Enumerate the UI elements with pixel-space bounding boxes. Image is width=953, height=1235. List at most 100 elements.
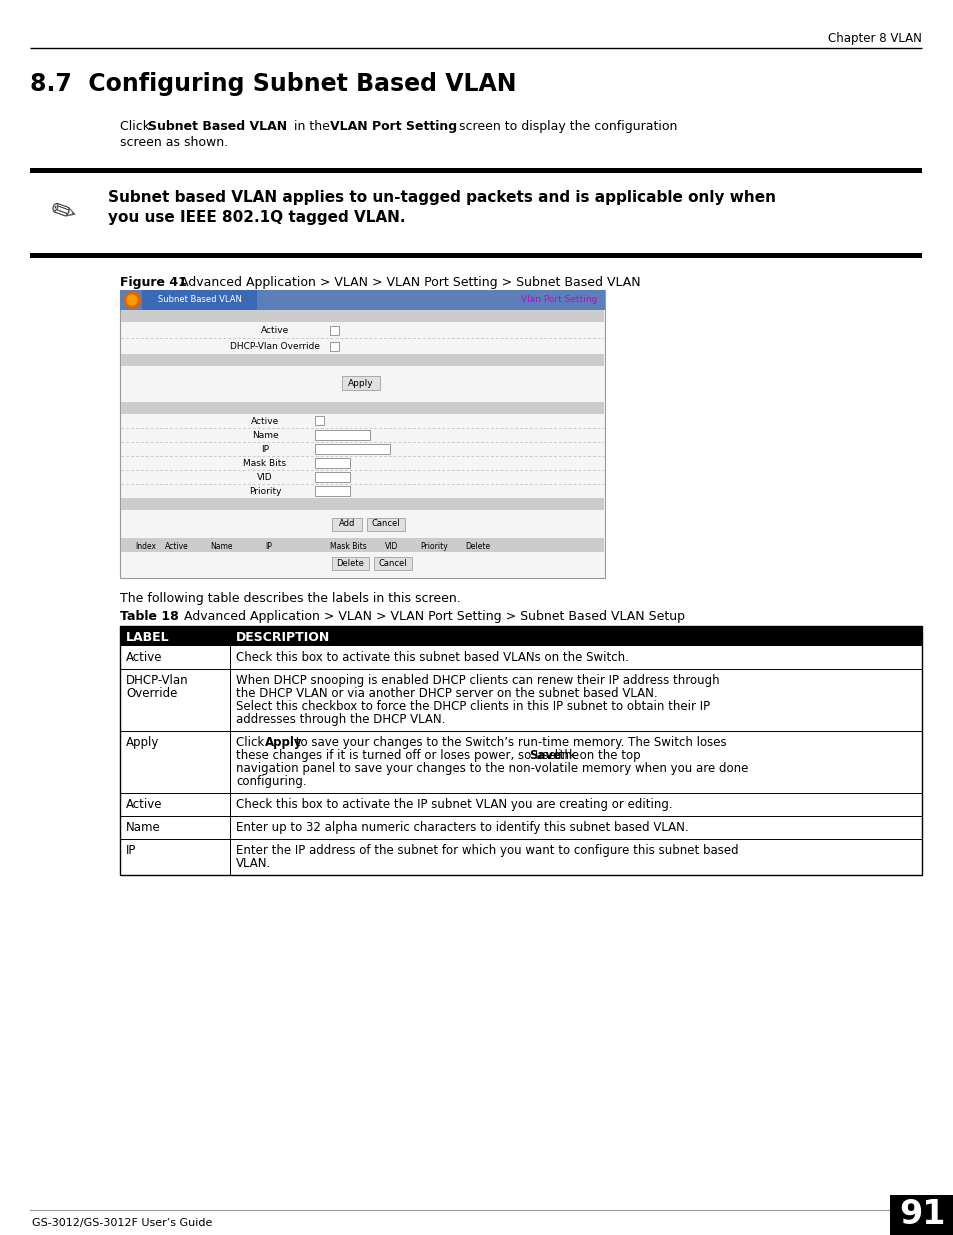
Bar xyxy=(120,839,921,876)
Bar xyxy=(120,646,921,669)
Text: these changes if it is turned off or loses power, so use the: these changes if it is turned off or los… xyxy=(235,748,582,762)
Bar xyxy=(332,517,361,531)
Text: Apply: Apply xyxy=(265,736,302,748)
Text: Delete: Delete xyxy=(464,542,490,551)
Text: Active: Active xyxy=(165,542,189,551)
Text: Mask Bits: Mask Bits xyxy=(330,542,366,551)
Bar xyxy=(121,354,603,366)
Bar xyxy=(121,538,603,552)
Bar xyxy=(120,290,604,310)
Text: 8.7  Configuring Subnet Based VLAN: 8.7 Configuring Subnet Based VLAN xyxy=(30,72,516,96)
Bar xyxy=(120,669,921,731)
Text: Check this box to activate this subnet based VLANs on the Switch.: Check this box to activate this subnet b… xyxy=(235,651,628,664)
Text: Enter up to 32 alpha numeric characters to identify this subnet based VLAN.: Enter up to 32 alpha numeric characters … xyxy=(235,821,688,834)
Text: Cancel: Cancel xyxy=(378,558,407,568)
Bar xyxy=(367,517,405,531)
Bar xyxy=(120,626,921,876)
Text: Apply: Apply xyxy=(348,378,374,388)
Bar xyxy=(341,375,379,390)
Bar xyxy=(120,626,921,646)
Bar xyxy=(121,403,603,414)
Text: navigation panel to save your changes to the non-volatile memory when you are do: navigation panel to save your changes to… xyxy=(235,762,747,776)
Text: configuring.: configuring. xyxy=(235,776,306,788)
Text: in the: in the xyxy=(290,120,334,133)
Text: addresses through the DHCP VLAN.: addresses through the DHCP VLAN. xyxy=(235,713,445,726)
Text: VID: VID xyxy=(385,542,398,551)
Text: Check this box to activate the IP subnet VLAN you are creating or editing.: Check this box to activate the IP subnet… xyxy=(235,798,672,811)
Text: Chapter 8 VLAN: Chapter 8 VLAN xyxy=(827,32,921,44)
Text: 91: 91 xyxy=(898,1198,944,1231)
Bar xyxy=(120,793,921,816)
Text: Subnet Based VLAN: Subnet Based VLAN xyxy=(148,120,287,133)
Text: Enter the IP address of the subnet for which you want to configure this subnet b: Enter the IP address of the subnet for w… xyxy=(235,844,738,857)
Text: you use IEEE 802.1Q tagged VLAN.: you use IEEE 802.1Q tagged VLAN. xyxy=(108,210,405,225)
Text: link on the top: link on the top xyxy=(550,748,639,762)
Text: IP: IP xyxy=(126,844,136,857)
Text: Active: Active xyxy=(126,798,162,811)
Text: The following table describes the labels in this screen.: The following table describes the labels… xyxy=(120,592,460,605)
Text: Override: Override xyxy=(126,687,177,700)
Text: Add: Add xyxy=(338,520,355,529)
Circle shape xyxy=(124,291,140,308)
Text: Priority: Priority xyxy=(419,542,447,551)
Bar xyxy=(142,290,256,310)
Text: ✏: ✏ xyxy=(45,195,79,231)
Bar xyxy=(314,458,350,468)
Text: DHCP-Vlan: DHCP-Vlan xyxy=(126,674,189,687)
Bar xyxy=(314,445,390,454)
Bar xyxy=(330,326,338,335)
Text: Mask Bits: Mask Bits xyxy=(243,459,286,468)
Text: the DHCP VLAN or via another DHCP server on the subnet based VLAN.: the DHCP VLAN or via another DHCP server… xyxy=(235,687,657,700)
Text: Apply: Apply xyxy=(126,736,159,748)
Text: VLAN.: VLAN. xyxy=(235,857,271,869)
Bar xyxy=(332,557,369,571)
Text: Vlan Port Setting: Vlan Port Setting xyxy=(520,295,597,305)
Text: DHCP-Vlan Override: DHCP-Vlan Override xyxy=(230,342,319,351)
Text: Click: Click xyxy=(235,736,268,748)
Circle shape xyxy=(127,295,137,305)
Text: When DHCP snooping is enabled DHCP clients can renew their IP address through: When DHCP snooping is enabled DHCP clien… xyxy=(235,674,719,687)
Bar xyxy=(30,168,921,173)
Text: screen to display the configuration: screen to display the configuration xyxy=(455,120,677,133)
Bar xyxy=(314,416,324,425)
Bar xyxy=(889,1195,953,1235)
Text: Select this checkbox to force the DHCP clients in this IP subnet to obtain their: Select this checkbox to force the DHCP c… xyxy=(235,700,709,713)
Text: DESCRIPTION: DESCRIPTION xyxy=(235,631,330,643)
Text: to save your changes to the Switch’s run-time memory. The Switch loses: to save your changes to the Switch’s run… xyxy=(292,736,726,748)
Text: Advanced Application > VLAN > VLAN Port Setting > Subnet Based VLAN Setup: Advanced Application > VLAN > VLAN Port … xyxy=(172,610,684,622)
Bar xyxy=(120,290,604,578)
Text: Priority: Priority xyxy=(249,487,281,496)
Bar xyxy=(314,472,350,482)
Text: IP: IP xyxy=(265,542,272,551)
Text: screen as shown.: screen as shown. xyxy=(120,136,228,149)
Bar xyxy=(314,487,350,496)
Text: Save: Save xyxy=(528,748,560,762)
Bar xyxy=(121,498,603,510)
Bar xyxy=(120,816,921,839)
Text: Advanced Application > VLAN > VLAN Port Setting > Subnet Based VLAN: Advanced Application > VLAN > VLAN Port … xyxy=(168,275,640,289)
Text: LABEL: LABEL xyxy=(126,631,170,643)
Text: Name: Name xyxy=(252,431,278,440)
Text: VID: VID xyxy=(257,473,273,482)
Text: Name: Name xyxy=(126,821,161,834)
Bar xyxy=(314,430,370,440)
Text: Delete: Delete xyxy=(335,558,363,568)
Text: Active: Active xyxy=(251,417,279,426)
Bar xyxy=(374,557,412,571)
Text: Table 18: Table 18 xyxy=(120,610,178,622)
Text: VLAN Port Setting: VLAN Port Setting xyxy=(330,120,456,133)
Bar xyxy=(330,342,338,351)
Text: Click: Click xyxy=(120,120,153,133)
Bar xyxy=(120,731,921,793)
Bar xyxy=(30,253,921,258)
Text: Active: Active xyxy=(126,651,162,664)
Text: Active: Active xyxy=(260,326,289,335)
Text: Subnet Based VLAN: Subnet Based VLAN xyxy=(157,295,241,305)
Bar xyxy=(121,310,603,322)
Text: Subnet based VLAN applies to un-tagged packets and is applicable only when: Subnet based VLAN applies to un-tagged p… xyxy=(108,190,775,205)
Text: Name: Name xyxy=(210,542,233,551)
Text: IP: IP xyxy=(261,445,269,454)
Text: Index: Index xyxy=(135,542,156,551)
Text: Figure 41: Figure 41 xyxy=(120,275,187,289)
Text: GS-3012/GS-3012F User’s Guide: GS-3012/GS-3012F User’s Guide xyxy=(32,1218,213,1228)
